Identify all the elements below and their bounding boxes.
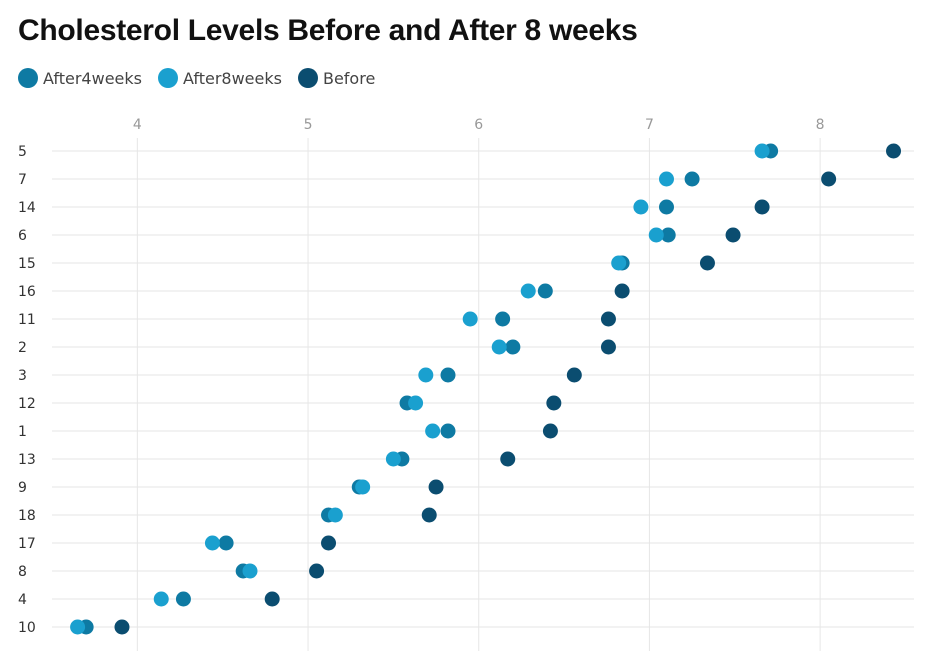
point-before-2 (600, 339, 616, 355)
legend-label-before: Before (322, 68, 376, 88)
y-tick-label-18: 18 (18, 508, 36, 524)
point-before-6 (725, 227, 741, 243)
y-tick-label-2: 2 (18, 340, 27, 356)
y-tick-label-5: 5 (18, 144, 27, 160)
point-before-11 (600, 311, 616, 327)
legend-swatch-after8weeks (157, 68, 178, 88)
legend-item-after4weeks[interactable]: After4weeks (18, 68, 142, 88)
y-tick-label-7: 7 (18, 172, 27, 188)
legend-item-before[interactable]: Before (297, 68, 376, 88)
point-after8weeks-13 (385, 451, 401, 467)
chart-title: Cholesterol Levels Before and After 8 we… (18, 14, 638, 47)
x-tick-label-4: 4 (133, 117, 142, 133)
x-tick-label-7: 7 (645, 117, 654, 133)
point-after4weeks-1 (440, 423, 456, 439)
point-after8weeks-2 (491, 339, 507, 355)
point-after8weeks-18 (327, 507, 343, 523)
y-tick-label-14: 14 (18, 200, 36, 216)
point-before-12 (546, 395, 562, 411)
point-after8weeks-3 (418, 367, 434, 383)
point-before-3 (566, 367, 582, 383)
x-tick-label-5: 5 (304, 117, 313, 133)
point-before-5 (886, 143, 902, 159)
point-after8weeks-8 (242, 563, 258, 579)
y-tick-label-11: 11 (18, 312, 36, 328)
y-tick-label-10: 10 (18, 620, 36, 636)
point-before-13 (500, 451, 516, 467)
point-before-4 (264, 591, 280, 607)
point-after8weeks-17 (204, 535, 220, 551)
point-before-18 (421, 507, 437, 523)
x-tick-label-8: 8 (816, 117, 825, 133)
point-after8weeks-4 (153, 591, 169, 607)
point-after8weeks-9 (355, 479, 371, 495)
y-tick-label-4: 4 (18, 592, 27, 608)
y-tick-label-16: 16 (18, 284, 36, 300)
point-before-10 (114, 619, 130, 635)
point-after8weeks-11 (462, 311, 478, 327)
y-tick-label-13: 13 (18, 452, 36, 468)
point-after8weeks-1 (425, 423, 441, 439)
point-before-15 (699, 255, 715, 271)
y-tick-label-6: 6 (18, 228, 27, 244)
point-before-9 (428, 479, 444, 495)
point-after4weeks-4 (175, 591, 191, 607)
y-tick-label-17: 17 (18, 536, 36, 552)
legend: After4weeks After8weeks Before (18, 68, 391, 88)
point-after8weeks-12 (408, 395, 424, 411)
legend-swatch-after4weeks (18, 68, 38, 88)
y-tick-label-9: 9 (18, 480, 27, 496)
point-after4weeks-17 (218, 535, 234, 551)
point-after8weeks-10 (70, 619, 86, 635)
point-after4weeks-14 (658, 199, 674, 215)
legend-item-after8weeks[interactable]: After8weeks (157, 68, 282, 88)
legend-label-after4weeks: After4weeks (43, 68, 142, 88)
legend-label-after8weeks: After8weeks (182, 68, 282, 88)
point-after4weeks-3 (440, 367, 456, 383)
y-tick-label-3: 3 (18, 368, 27, 384)
point-before-14 (754, 199, 770, 215)
point-after4weeks-2 (505, 339, 521, 355)
point-before-8 (309, 563, 325, 579)
x-tick-label-6: 6 (474, 117, 483, 133)
point-before-1 (542, 423, 558, 439)
point-after8weeks-15 (611, 255, 627, 271)
point-after8weeks-16 (520, 283, 536, 299)
y-tick-label-12: 12 (18, 396, 36, 412)
point-after4weeks-7 (684, 171, 700, 187)
y-tick-label-8: 8 (18, 564, 27, 580)
point-after8weeks-6 (648, 227, 664, 243)
y-tick-label-1: 1 (18, 424, 27, 440)
point-after4weeks-16 (537, 283, 553, 299)
point-after8weeks-7 (658, 171, 674, 187)
point-before-7 (821, 171, 837, 187)
point-after8weeks-5 (754, 143, 770, 159)
point-before-16 (614, 283, 630, 299)
point-after4weeks-11 (495, 311, 511, 327)
y-tick-label-15: 15 (18, 256, 36, 272)
point-after4weeks-6 (660, 227, 676, 243)
legend-swatch-before (297, 68, 318, 88)
point-before-17 (321, 535, 337, 551)
point-after8weeks-14 (633, 199, 649, 215)
